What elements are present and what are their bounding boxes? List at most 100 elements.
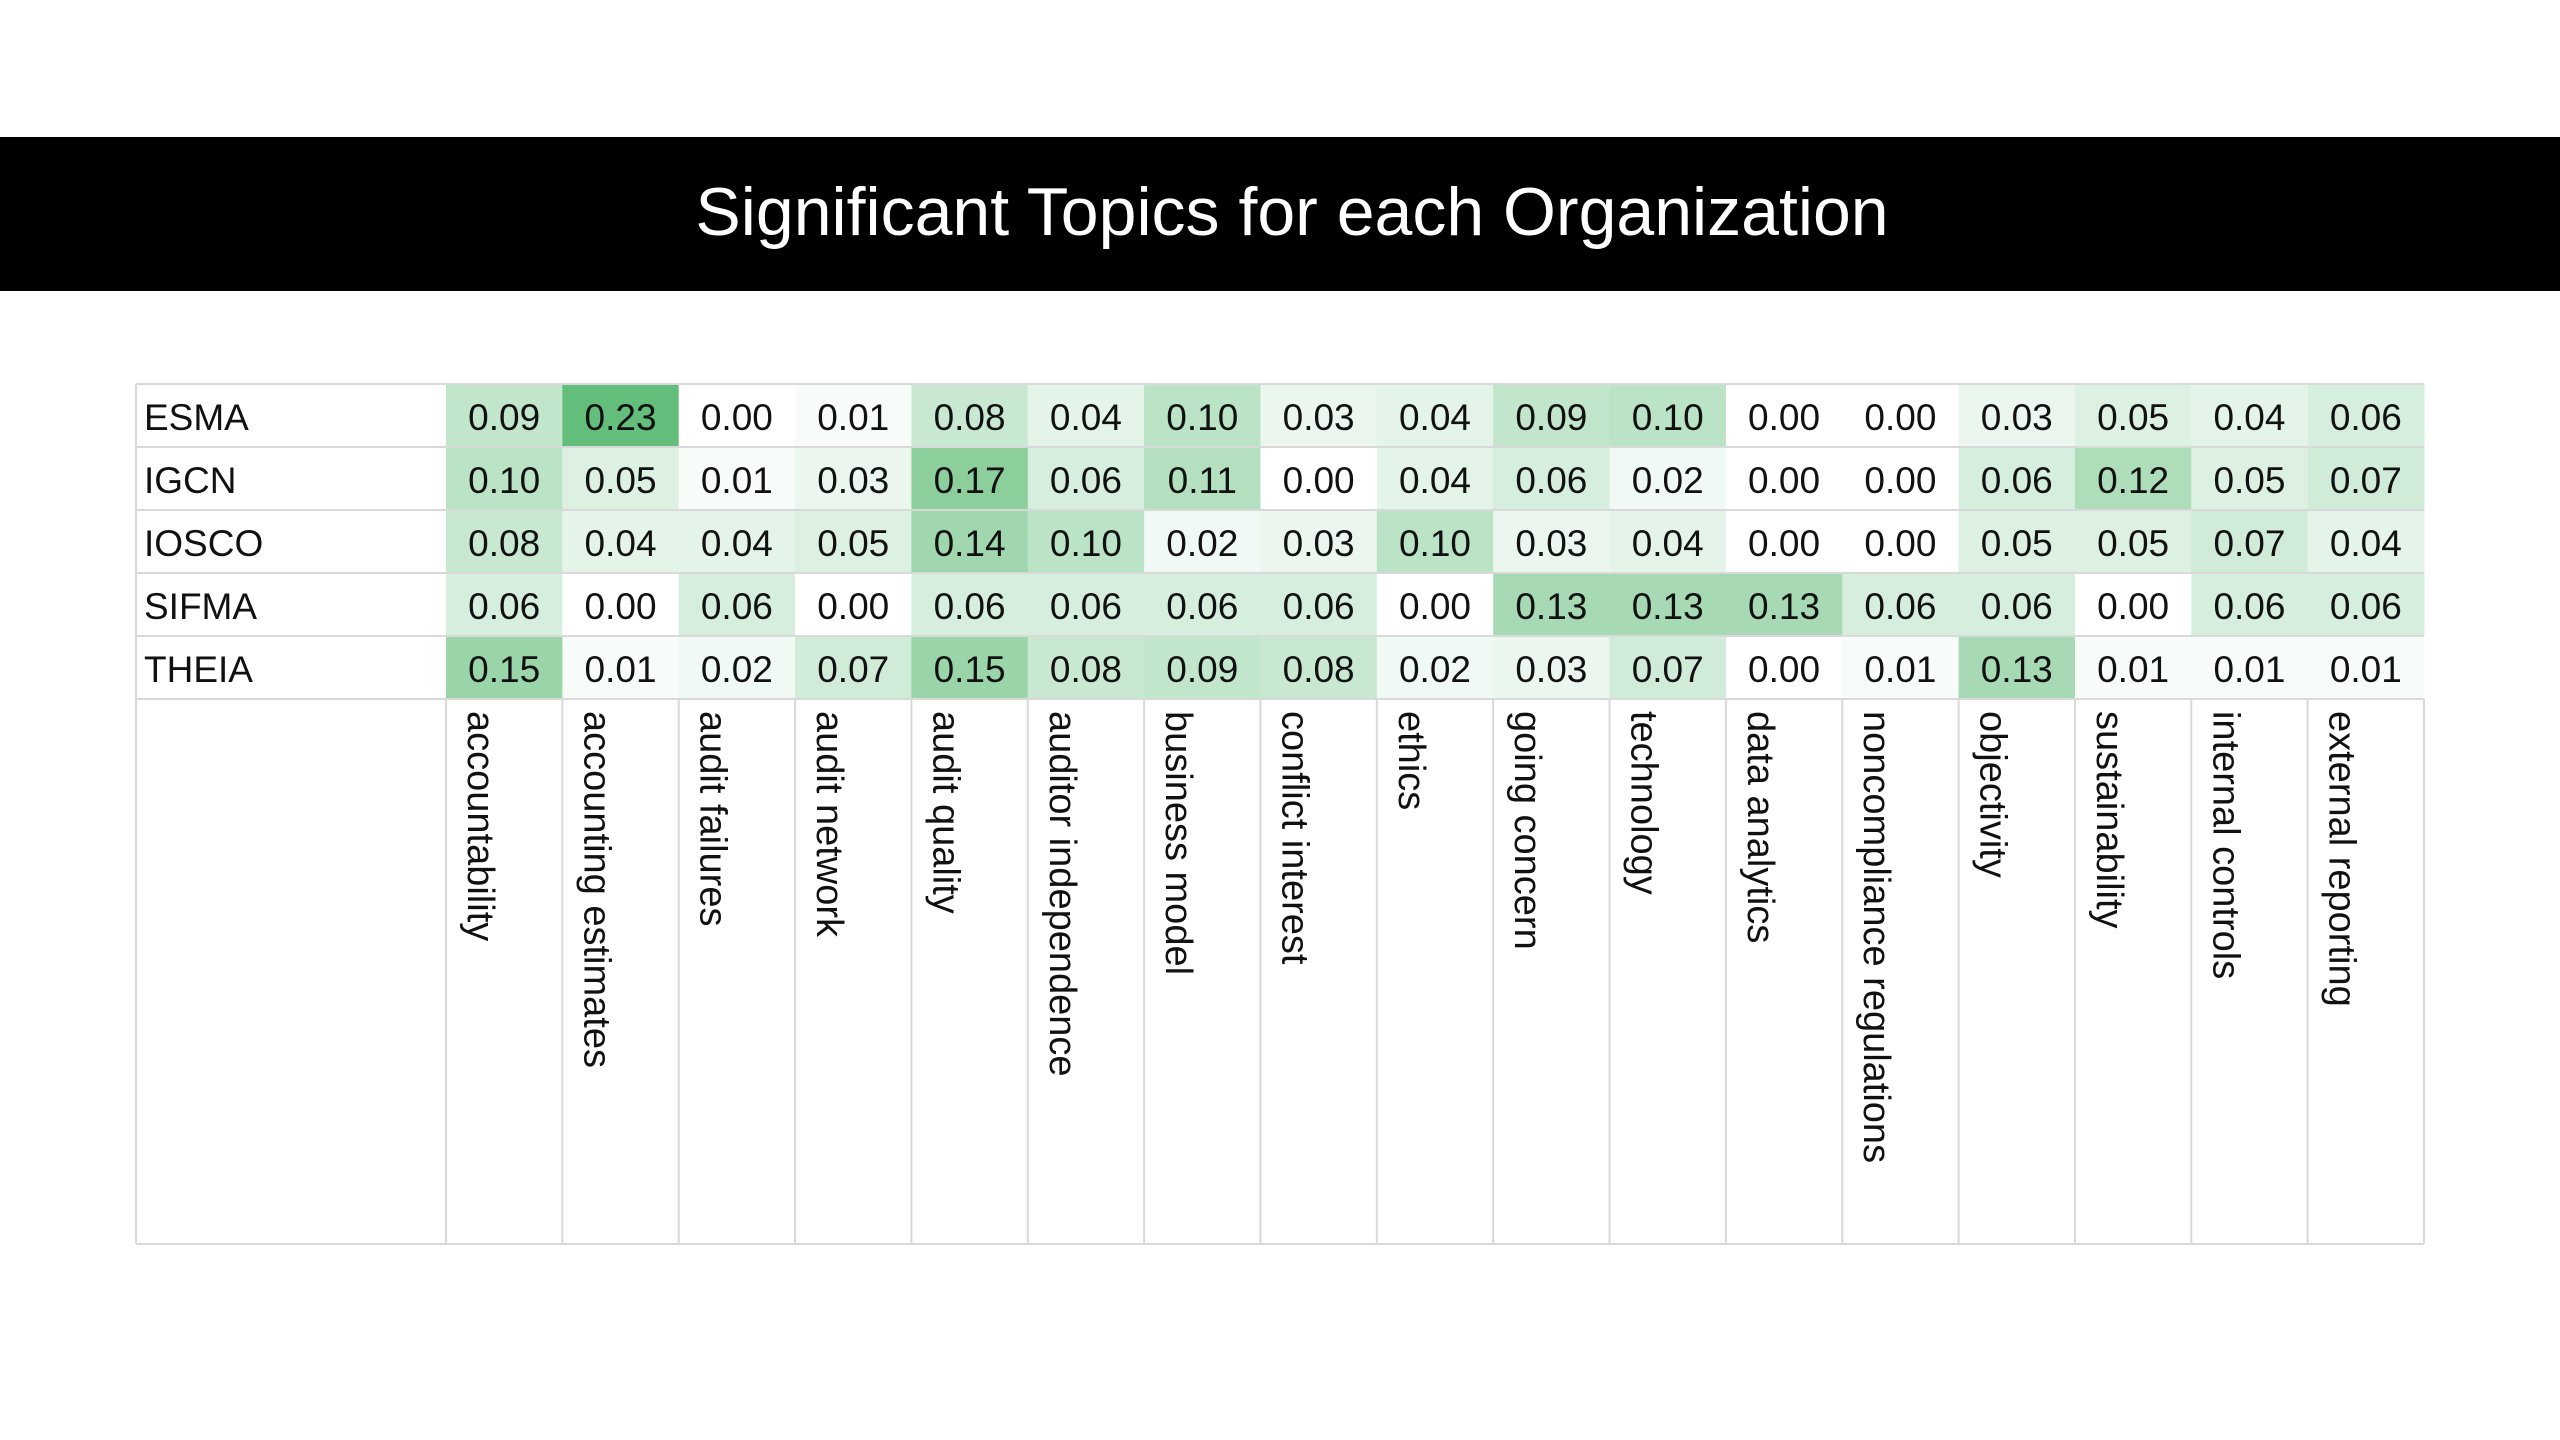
cell-value: 0.01 xyxy=(1864,649,1936,690)
heat-cell xyxy=(2191,447,2309,511)
cell-value: 0.00 xyxy=(1283,460,1355,501)
cell-value: 0.23 xyxy=(585,397,657,438)
cell-value: 0.04 xyxy=(1399,460,1471,501)
heat-cell xyxy=(1842,636,1960,700)
cell-value: 0.12 xyxy=(2097,460,2169,501)
heat-cell xyxy=(678,510,796,574)
column-label: business model xyxy=(1157,711,1199,975)
heat-cell xyxy=(1144,384,1261,448)
cell-value: 0.13 xyxy=(1632,586,1704,627)
row-label: THEIA xyxy=(144,649,253,690)
heat-cell xyxy=(1260,384,1378,448)
column-label: ethics xyxy=(1390,711,1432,810)
column-label: technology xyxy=(1623,711,1665,895)
heat-cell xyxy=(446,573,563,637)
heat-cell xyxy=(1609,447,1727,511)
cell-value: 0.08 xyxy=(1050,649,1122,690)
heat-cell xyxy=(2074,447,2192,511)
column-label: data analytics xyxy=(1739,711,1781,943)
cell-value: 0.01 xyxy=(2330,649,2402,690)
heat-cell xyxy=(678,447,796,511)
cell-value: 0.03 xyxy=(1283,523,1355,564)
heat-cell xyxy=(446,510,563,574)
cell-value: 0.03 xyxy=(1981,397,2053,438)
cell-value: 0.17 xyxy=(934,460,1006,501)
heat-cell xyxy=(2307,636,2425,700)
cell-value: 0.00 xyxy=(1748,649,1820,690)
heat-cell xyxy=(1725,573,1843,637)
heat-cell xyxy=(1376,384,1494,448)
heat-cell xyxy=(1144,447,1261,511)
cell-value: 0.01 xyxy=(817,397,889,438)
heat-cell xyxy=(1842,447,1960,511)
cell-value: 0.15 xyxy=(934,649,1006,690)
cell-value: 0.00 xyxy=(1864,397,1936,438)
heat-cell xyxy=(678,573,796,637)
heat-cell xyxy=(2307,447,2425,511)
heat-cell xyxy=(911,636,1029,700)
cell-value: 0.06 xyxy=(2330,586,2402,627)
heat-cell xyxy=(1493,573,1611,637)
cell-value: 0.05 xyxy=(2213,460,2285,501)
column-label: audit quality xyxy=(924,711,966,914)
cell-value: 0.04 xyxy=(2330,523,2402,564)
cell-value: 0.05 xyxy=(1981,523,2053,564)
heat-cell xyxy=(911,447,1029,511)
cell-value: 0.10 xyxy=(1399,523,1471,564)
cell-value: 0.02 xyxy=(1399,649,1471,690)
cell-value: 0.06 xyxy=(1981,460,2053,501)
heat-cell xyxy=(1958,510,2076,574)
heat-cell xyxy=(1725,510,1843,574)
column-label: objectivity xyxy=(1972,711,2014,878)
column-label: accounting estimates xyxy=(575,711,617,1068)
cell-value: 0.03 xyxy=(1515,523,1587,564)
heat-cell xyxy=(2307,573,2425,637)
cell-value: 0.00 xyxy=(2097,586,2169,627)
heat-cell xyxy=(1027,447,1145,511)
heat-cell xyxy=(2074,636,2192,700)
cell-value: 0.04 xyxy=(701,523,773,564)
cell-value: 0.02 xyxy=(1166,523,1238,564)
heat-cell xyxy=(2074,573,2192,637)
heat-cell xyxy=(1144,573,1261,637)
column-label: going concern xyxy=(1506,711,1548,950)
cell-value: 0.14 xyxy=(934,523,1006,564)
heat-cell xyxy=(2074,384,2192,448)
cell-value: 0.00 xyxy=(1399,586,1471,627)
title-bar xyxy=(0,137,2560,291)
heat-cell xyxy=(1958,636,2076,700)
heat-cell xyxy=(562,510,680,574)
heat-cell xyxy=(1842,573,1960,637)
cell-value: 0.01 xyxy=(585,649,657,690)
heat-cell xyxy=(2191,510,2309,574)
heat-cell xyxy=(795,510,912,574)
heat-cell xyxy=(1493,636,1611,700)
cell-value: 0.08 xyxy=(934,397,1006,438)
heat-cell xyxy=(446,447,563,511)
heat-cell xyxy=(1027,384,1145,448)
heat-cell xyxy=(1493,384,1611,448)
column-label: sustainability xyxy=(2088,711,2130,929)
heat-cell xyxy=(1376,636,1494,700)
column-label: noncompliance regulations xyxy=(1855,711,1897,1163)
cell-value: 0.06 xyxy=(1864,586,1936,627)
heat-cell xyxy=(1958,447,2076,511)
column-label: external reporting xyxy=(2321,711,2363,1007)
cell-value: 0.04 xyxy=(1050,397,1122,438)
heat-cell xyxy=(1260,447,1378,511)
heat-cell xyxy=(1027,510,1145,574)
cell-value: 0.09 xyxy=(1515,397,1587,438)
cell-value: 0.10 xyxy=(468,460,540,501)
heat-cell xyxy=(2191,384,2309,448)
heat-cell xyxy=(1376,510,1494,574)
heat-cell xyxy=(1609,384,1727,448)
cell-value: 0.00 xyxy=(1864,460,1936,501)
cell-value: 0.00 xyxy=(585,586,657,627)
cell-value: 0.06 xyxy=(2213,586,2285,627)
cell-value: 0.06 xyxy=(934,586,1006,627)
cell-value: 0.00 xyxy=(1748,397,1820,438)
cell-value: 0.03 xyxy=(1283,397,1355,438)
heat-cell xyxy=(1260,510,1378,574)
cell-value: 0.07 xyxy=(2213,523,2285,564)
